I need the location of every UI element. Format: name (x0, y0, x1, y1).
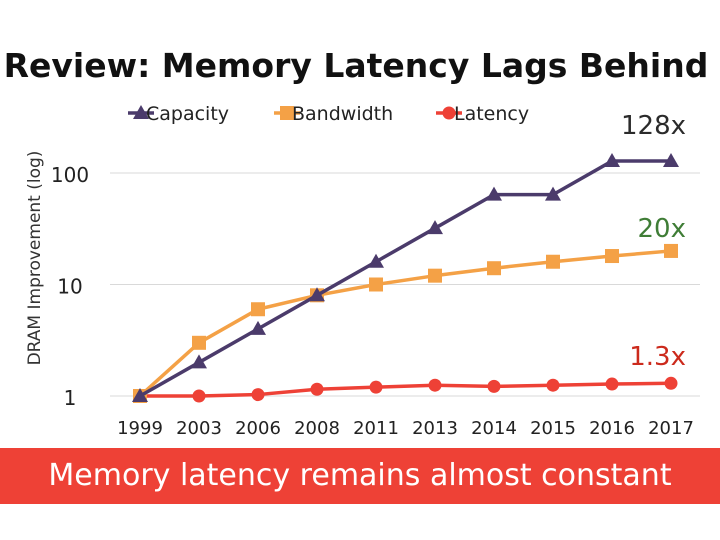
capacity-point (663, 153, 679, 168)
latency-point (664, 376, 678, 390)
latency-point (605, 377, 619, 391)
x-tick-label: 2008 (294, 418, 340, 439)
legend-marker-bandwidth (280, 106, 294, 120)
bandwidth-point (192, 335, 206, 350)
legend-label-bandwidth: Bandwidth (292, 103, 393, 125)
latency-point (487, 379, 501, 393)
capacity-point (132, 388, 148, 402)
bandwidth-point (251, 302, 265, 317)
bandwidth-point (369, 277, 383, 292)
annotation-capacity: 128x (621, 111, 686, 141)
capacity-point (309, 287, 325, 302)
capacity-line (139, 159, 671, 398)
x-tick-label: 2015 (530, 418, 576, 439)
annotation-latency: 1.3x (629, 342, 686, 372)
x-tick-label: 2011 (353, 418, 399, 439)
latency-point (310, 382, 324, 396)
annotation-bandwidth: 20x (638, 214, 686, 244)
y-tick-label: 1 (64, 386, 77, 410)
bandwidth-line (138, 249, 672, 398)
x-tick-label: 2016 (589, 418, 635, 439)
capacity-point (427, 220, 443, 235)
capacity-point (545, 186, 561, 201)
x-tick-label: 2014 (471, 418, 517, 439)
capacity-point (250, 320, 266, 335)
x-tick-label: 2017 (648, 418, 694, 439)
x-tick-label: 2003 (176, 418, 222, 439)
y-tick-label: 100 (51, 163, 89, 187)
bandwidth-point (664, 243, 678, 258)
capacity-point (604, 153, 620, 168)
chart: DRAM Improvement (log) 1 10 100 1999 2003 2006… (25, 103, 700, 439)
x-tick-label: 2013 (412, 418, 458, 439)
bandwidth-point (428, 268, 442, 283)
conclusion-banner: Memory latency remains almost constant (0, 448, 720, 504)
y-axis-title: DRAM Improvement (log) (25, 151, 45, 366)
capacity-point (486, 186, 502, 201)
bandwidth-point (605, 249, 619, 264)
legend-marker-capacity (133, 105, 149, 119)
capacity-point (368, 253, 384, 268)
latency-point (428, 378, 442, 392)
latency-point (192, 389, 206, 403)
x-tick-label: 1999 (117, 418, 163, 439)
x-tick-label: 2006 (235, 418, 281, 439)
y-tick-label: 10 (57, 275, 82, 299)
latency-point (251, 388, 265, 402)
latency-point (546, 378, 560, 392)
slide-title: Review: Memory Latency Lags Behind (3, 46, 709, 85)
legend-label-latency: Latency (454, 103, 529, 125)
capacity-point (191, 354, 207, 369)
latency-line (140, 381, 672, 398)
latency-point (369, 380, 383, 394)
bandwidth-point (546, 254, 560, 269)
bandwidth-point (487, 261, 501, 276)
legend-label-capacity: Capacity (146, 103, 229, 125)
legend-marker-latency (442, 106, 456, 120)
